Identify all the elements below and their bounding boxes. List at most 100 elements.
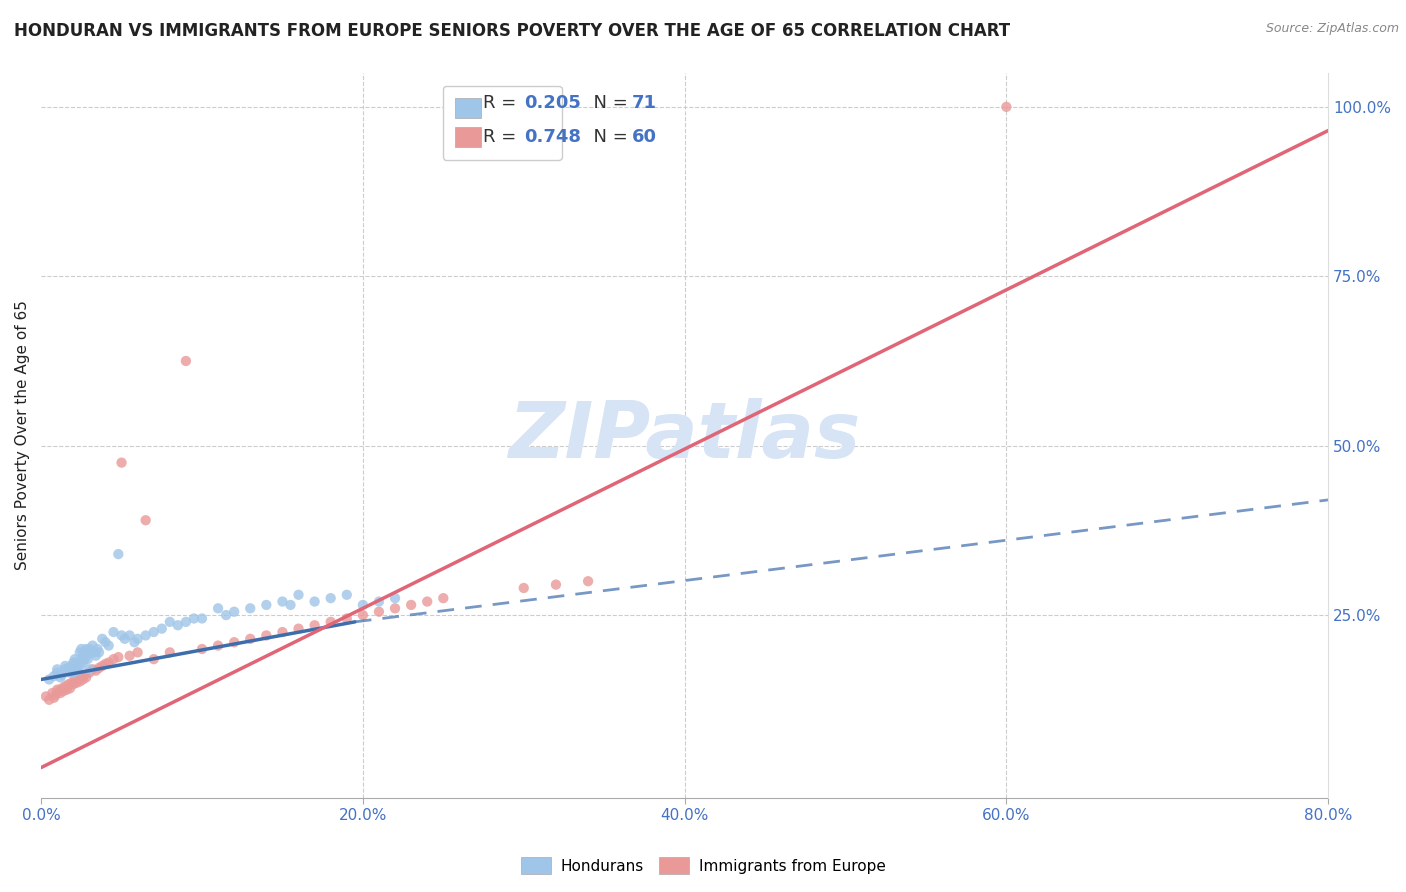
Point xyxy=(41,686,63,700)
Text: N =: N = xyxy=(582,95,633,112)
Point xyxy=(271,625,294,640)
Point xyxy=(319,615,342,629)
Point xyxy=(368,594,391,608)
Point xyxy=(174,354,197,368)
Text: 71: 71 xyxy=(631,95,657,112)
Point xyxy=(67,664,90,678)
Point xyxy=(56,664,79,678)
Point xyxy=(84,664,107,678)
Point xyxy=(80,645,103,659)
Point xyxy=(65,659,87,673)
Point xyxy=(166,618,188,632)
Point xyxy=(94,657,117,671)
Point xyxy=(280,598,302,612)
Point xyxy=(304,618,326,632)
Text: R =: R = xyxy=(482,128,522,145)
Point xyxy=(63,652,86,666)
Point xyxy=(84,648,107,663)
Point xyxy=(124,635,146,649)
Point xyxy=(159,645,181,659)
Point xyxy=(46,662,69,676)
Point xyxy=(82,639,104,653)
Point xyxy=(60,676,83,690)
Point xyxy=(142,652,165,666)
Point xyxy=(174,615,197,629)
Text: 0.748: 0.748 xyxy=(524,128,581,145)
Point xyxy=(63,673,86,687)
Point xyxy=(69,674,91,689)
Point xyxy=(368,605,391,619)
Point xyxy=(103,625,125,640)
Point xyxy=(254,628,277,642)
Point xyxy=(72,673,94,687)
Point xyxy=(86,642,108,657)
Text: Source: ZipAtlas.com: Source: ZipAtlas.com xyxy=(1265,22,1399,36)
Point xyxy=(135,513,157,527)
Point xyxy=(38,673,60,687)
Point xyxy=(110,628,132,642)
Point xyxy=(544,577,567,591)
Point xyxy=(995,100,1018,114)
Point xyxy=(42,669,65,683)
Point xyxy=(69,659,91,673)
Point xyxy=(207,639,229,653)
Point xyxy=(215,608,238,623)
Point xyxy=(42,690,65,705)
Point xyxy=(73,652,96,666)
Point xyxy=(38,693,60,707)
Point xyxy=(65,656,87,670)
Point xyxy=(110,456,132,470)
Point xyxy=(118,648,141,663)
Point xyxy=(183,611,205,625)
Text: 60: 60 xyxy=(631,128,657,145)
Point xyxy=(62,677,84,691)
Point xyxy=(45,688,67,702)
Point xyxy=(49,670,72,684)
Point xyxy=(576,574,599,589)
Text: 0.205: 0.205 xyxy=(524,95,581,112)
Point xyxy=(63,662,86,676)
Point xyxy=(48,684,70,698)
Point xyxy=(59,681,82,696)
Point xyxy=(224,605,246,619)
Point xyxy=(271,594,294,608)
Point xyxy=(60,659,83,673)
Point xyxy=(207,601,229,615)
Point xyxy=(191,642,214,657)
Point xyxy=(53,679,76,693)
Point xyxy=(72,648,94,663)
Point xyxy=(107,547,129,561)
Point xyxy=(87,645,110,659)
Point xyxy=(142,625,165,640)
Point xyxy=(103,652,125,666)
Y-axis label: Seniors Poverty Over the Age of 65: Seniors Poverty Over the Age of 65 xyxy=(15,301,30,571)
Point xyxy=(254,598,277,612)
Point xyxy=(239,601,262,615)
Point xyxy=(287,588,309,602)
Point xyxy=(384,601,406,615)
Point xyxy=(59,662,82,676)
Point xyxy=(65,676,87,690)
Point xyxy=(135,628,157,642)
Point xyxy=(191,611,214,625)
Text: HONDURAN VS IMMIGRANTS FROM EUROPE SENIORS POVERTY OVER THE AGE OF 65 CORRELATIO: HONDURAN VS IMMIGRANTS FROM EUROPE SENIO… xyxy=(14,22,1010,40)
Legend: Hondurans, Immigrants from Europe: Hondurans, Immigrants from Europe xyxy=(515,851,891,880)
Point xyxy=(53,662,76,676)
Point xyxy=(91,659,114,673)
Point xyxy=(73,667,96,681)
Point xyxy=(62,656,84,670)
Point xyxy=(319,591,342,606)
Point xyxy=(79,665,101,680)
Point xyxy=(59,665,82,680)
Point xyxy=(416,594,439,608)
Point xyxy=(56,682,79,697)
Point xyxy=(432,591,454,606)
Point xyxy=(75,648,97,663)
Point xyxy=(107,650,129,665)
Point xyxy=(127,645,149,659)
Point xyxy=(51,667,73,681)
Text: N =: N = xyxy=(582,128,633,145)
Point xyxy=(67,670,90,684)
Point xyxy=(127,632,149,646)
Point xyxy=(150,622,173,636)
